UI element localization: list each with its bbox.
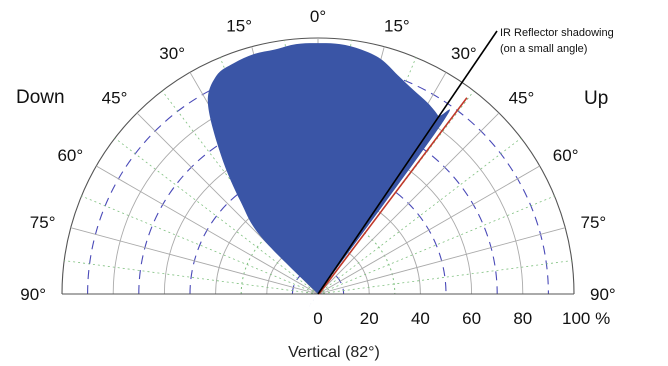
angle-label: 60° xyxy=(553,146,579,165)
annotation-line-2: (on a small angle) xyxy=(500,43,587,55)
angle-label: 75° xyxy=(30,213,56,232)
angle-label: 30° xyxy=(451,44,477,63)
annotation-line-1: IR Reflector shadowing xyxy=(500,27,614,39)
angle-label: 30° xyxy=(159,44,185,63)
grid-spoke xyxy=(317,260,572,295)
radial-tick-label: 60 xyxy=(462,309,481,328)
angle-label: 60° xyxy=(57,146,83,165)
radial-tick-label: 0 xyxy=(313,309,322,328)
radial-tick-label: 80 xyxy=(513,309,532,328)
radial-tick-label: 20 xyxy=(360,309,379,328)
angle-label: 15° xyxy=(384,17,410,36)
angle-label: 90° xyxy=(20,285,46,304)
shadow-edge xyxy=(318,97,468,295)
chart-caption: Vertical (82°) xyxy=(288,344,380,361)
angle-label: 15° xyxy=(226,17,252,36)
radial-tick-label: 100 % xyxy=(562,309,610,328)
radiation-pattern xyxy=(207,43,450,307)
grid-spoke xyxy=(70,227,319,295)
annotation-leader xyxy=(317,30,498,295)
angle-label: 75° xyxy=(581,213,607,232)
angle-label: 45° xyxy=(102,88,128,107)
radial-tick-label: 40 xyxy=(411,309,430,328)
grid-spoke xyxy=(96,165,319,295)
grid-spoke xyxy=(317,227,566,295)
grid-spoke xyxy=(317,112,500,295)
side-label-up: Up xyxy=(584,88,608,109)
angle-label: 90° xyxy=(590,285,616,304)
angle-label: 45° xyxy=(509,88,535,107)
radial-ticks: 0 20 40 60 80 100 % xyxy=(313,309,610,328)
angle-label: 0° xyxy=(310,7,326,26)
grid-spoke xyxy=(317,165,540,295)
shadow-line xyxy=(317,30,498,295)
side-label-down: Down xyxy=(16,87,65,108)
angle-labels: 0° 15° 30° 45° 60° 75° 90° 15° 30° 45° 60° 75° 90° xyxy=(20,7,615,304)
